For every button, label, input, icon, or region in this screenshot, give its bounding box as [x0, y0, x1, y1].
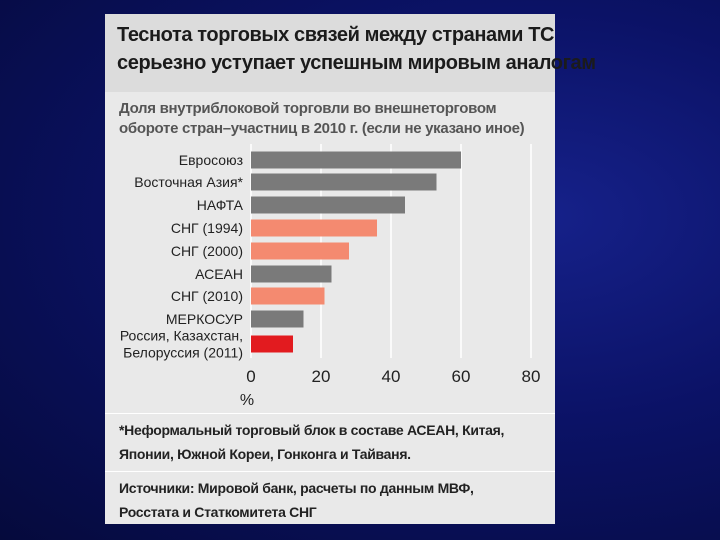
footnote-divider	[105, 413, 555, 414]
category-label-7: МЕРКОСУР	[166, 311, 243, 327]
chart-subtitle-line-2: обороте стран–участниц в 2010 г. (если н…	[119, 120, 525, 137]
category-label-5: АСЕАН	[195, 266, 243, 282]
bar-0	[251, 151, 461, 169]
x-tick-label-4: 80	[522, 367, 541, 386]
bar-2	[251, 196, 405, 214]
x-tick-label-1: 20	[312, 367, 331, 386]
chart-title-line-1: Теснота торговых связей между странами Т…	[117, 24, 555, 46]
footnote-line-2: Японии, Южной Кореи, Гонконга и Тайваня.	[119, 446, 411, 462]
category-label-8-1: Белоруссия (2011)	[123, 345, 243, 361]
category-label-0: Евросоюз	[179, 152, 243, 168]
chart-card: Теснота торговых связей между странами Т…	[105, 14, 596, 524]
sources-line-1: Источники: Мировой банк, расчеты по данн…	[119, 480, 474, 496]
category-label-1: Восточная Азия*	[134, 174, 243, 190]
category-label-4: СНГ (2000)	[171, 243, 243, 259]
x-tick-label-0: 0	[246, 367, 255, 386]
x-tick-label-3: 60	[452, 367, 471, 386]
bar-4	[251, 242, 349, 260]
bar-5	[251, 265, 332, 283]
bar-1	[251, 173, 437, 191]
category-label-2: НАФТА	[197, 197, 244, 213]
bar-7	[251, 310, 304, 328]
x-tick-label-2: 40	[382, 367, 401, 386]
chart-title-line-2: серьезно уступает успешным мировым анало…	[117, 52, 596, 74]
bar-8	[251, 335, 293, 353]
bar-chart: Евросоюз Восточная Азия* НАФТА СНГ (1994) СН…	[120, 144, 541, 409]
chart-subtitle-line-1: Доля внутриблоковой торговли во внешнето…	[119, 100, 497, 117]
bar-6	[251, 287, 325, 305]
chart-header: Теснота торговых связей между странами Т…	[105, 14, 596, 92]
category-label-8-0: Россия, Казахстан,	[120, 328, 243, 344]
sources-line-2: Росстата и Статкомитета СНГ	[119, 504, 317, 520]
category-label-6: СНГ (2010)	[171, 288, 243, 304]
x-axis-label: %	[240, 392, 254, 409]
sources-divider	[105, 471, 555, 472]
bar-3	[251, 219, 377, 237]
footnote-line-1: *Неформальный торговый блок в составе АС…	[119, 422, 505, 438]
category-label-3: СНГ (1994)	[171, 220, 243, 236]
